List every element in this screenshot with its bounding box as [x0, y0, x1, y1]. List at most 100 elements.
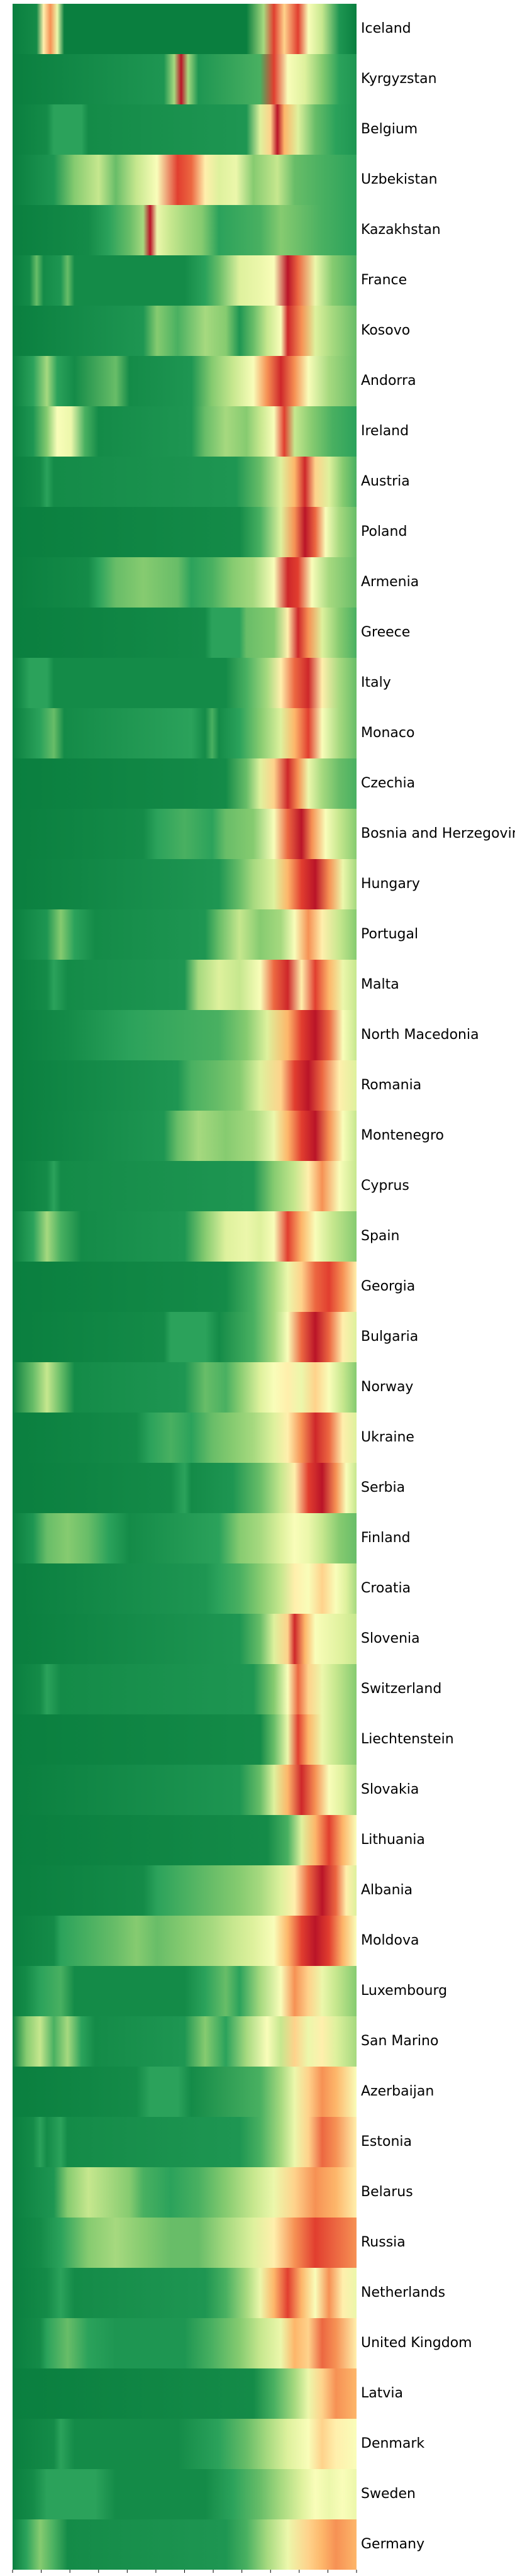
row-label-slovenia: Slovenia: [361, 1631, 420, 1646]
heatmap-row-slovakia: [13, 1765, 357, 1815]
heatmap-row-france: [13, 255, 357, 306]
row-label-switzerland: Switzerland: [361, 1681, 441, 1697]
row-label-russia: Russia: [361, 2235, 406, 2250]
row-label-slovakia: Slovakia: [361, 1782, 419, 1797]
heatmap-rows: [13, 4, 357, 2570]
row-label-kyrgyzstan: Kyrgyzstan: [361, 71, 437, 87]
heatmap-row-kyrgyzstan: [13, 54, 357, 104]
row-label-croatia: Croatia: [361, 1580, 411, 1596]
heatmap-row-poland: [13, 507, 357, 557]
row-label-romania: Romania: [361, 1077, 421, 1093]
heatmap-row-kazakhstan: [13, 205, 357, 255]
row-label-cyprus: Cyprus: [361, 1178, 409, 1194]
row-label-greece: Greece: [361, 625, 410, 640]
row-label-andorra: Andorra: [361, 373, 416, 389]
row-label-united-kingdom: United Kingdom: [361, 2335, 472, 2351]
row-label-hungary: Hungary: [361, 876, 420, 892]
row-label-moldova: Moldova: [361, 1933, 419, 1948]
heatmap-row-belarus: [13, 2167, 357, 2218]
row-label-ireland: Ireland: [361, 423, 409, 439]
heatmap-row-san-marino: [13, 2016, 357, 2067]
row-label-netherlands: Netherlands: [361, 2285, 445, 2301]
heatmap-row-netherlands: [13, 2268, 357, 2318]
row-label-san-marino: San Marino: [361, 2033, 438, 2049]
heatmap-row-belgium: [13, 104, 357, 155]
heatmap-row-denmark: [13, 2419, 357, 2469]
heatmap-row-portugal: [13, 909, 357, 960]
row-label-norway: Norway: [361, 1379, 413, 1395]
heatmap-row-azerbaijan: [13, 2067, 357, 2117]
row-label-north-macedonia: North Macedonia: [361, 1027, 479, 1043]
heatmap-row-ukraine: [13, 1413, 357, 1463]
row-label-sweden: Sweden: [361, 2486, 416, 2502]
row-label-azerbaijan: Azerbaijan: [361, 2084, 434, 2099]
heatmap-row-czechia: [13, 758, 357, 809]
row-label-lithuania: Lithuania: [361, 1832, 425, 1848]
heatmap-row-croatia: [13, 1563, 357, 1614]
heatmap-row-iceland: [13, 4, 357, 54]
heatmap-row-bulgaria: [13, 1312, 357, 1362]
heatmap-row-armenia: [13, 557, 357, 608]
heatmap-row-liechtenstein: [13, 1714, 357, 1765]
heatmap-row-georgia: [13, 1262, 357, 1312]
row-label-albania: Albania: [361, 1882, 413, 1898]
heatmap-row-serbia: [13, 1463, 357, 1513]
heatmap-row-hungary: [13, 859, 357, 909]
row-label-serbia: Serbia: [361, 1480, 405, 1496]
heatmap-row-cyprus: [13, 1161, 357, 1211]
heatmap-row-montenegro: [13, 1111, 357, 1161]
heatmap-row-united-kingdom: [13, 2318, 357, 2368]
heatmap-row-finland: [13, 1513, 357, 1563]
heatmap-row-greece: [13, 608, 357, 658]
heatmap-row-bosnia-and-herzegovina: [13, 809, 357, 859]
row-label-kazakhstan: Kazakhstan: [361, 222, 441, 238]
row-label-iceland: Iceland: [361, 21, 411, 36]
heatmap-row-lithuania: [13, 1815, 357, 1865]
row-label-germany: Germany: [361, 2536, 424, 2552]
row-label-estonia: Estonia: [361, 2134, 412, 2150]
row-label-france: France: [361, 272, 407, 288]
row-label-ukraine: Ukraine: [361, 1430, 414, 1445]
row-label-malta: Malta: [361, 977, 399, 992]
row-label-czechia: Czechia: [361, 775, 415, 791]
heatmap-row-albania: [13, 1865, 357, 1916]
heatmap-row-malta: [13, 960, 357, 1010]
heatmap-row-luxembourg: [13, 1966, 357, 2016]
row-label-poland: Poland: [361, 524, 407, 540]
heatmap-row-sweden: [13, 2469, 357, 2519]
heatmap-row-estonia: [13, 2117, 357, 2167]
row-label-liechtenstein: Liechtenstein: [361, 1731, 454, 1747]
heatmap-row-romania: [13, 1060, 357, 1111]
row-label-georgia: Georgia: [361, 1279, 415, 1294]
row-label-belarus: Belarus: [361, 2184, 413, 2200]
heatmap-row-slovenia: [13, 1614, 357, 1664]
heatmap-row-italy: [13, 658, 357, 708]
row-label-montenegro: Montenegro: [361, 1128, 444, 1143]
heatmap-row-latvia: [13, 2368, 357, 2419]
row-label-luxembourg: Luxembourg: [361, 1983, 447, 1999]
heatmap-row-norway: [13, 1362, 357, 1413]
row-label-spain: Spain: [361, 1228, 399, 1244]
x-axis: 02-2103-1704-1105-0605-3106-2507-2008-14…: [12, 2570, 357, 2573]
heatmap-row-north-macedonia: [13, 1010, 357, 1060]
heatmap-row-uzbekistan: [13, 155, 357, 205]
heatmap-row-germany: [13, 2519, 357, 2570]
heatmap-row-spain: [13, 1211, 357, 1262]
row-labels: Iceland Kyrgyzstan Belgium Uzbekistan Kazakh…: [361, 21, 515, 2552]
row-label-belgium: Belgium: [361, 121, 418, 137]
row-label-denmark: Denmark: [361, 2436, 424, 2451]
row-label-portugal: Portugal: [361, 926, 418, 942]
heatmap-row-ireland: [13, 406, 357, 457]
row-label-latvia: Latvia: [361, 2385, 403, 2401]
row-label-bosnia-and-herzegovina: Bosnia and Herzegovina: [361, 826, 515, 841]
heatmap-row-russia: [13, 2218, 357, 2268]
row-label-monaco: Monaco: [361, 725, 414, 741]
row-label-finland: Finland: [361, 1530, 411, 1546]
heatmap-row-austria: [13, 457, 357, 507]
heatmap-row-kosovo: [13, 306, 357, 356]
row-label-uzbekistan: Uzbekistan: [361, 172, 438, 187]
row-label-austria: Austria: [361, 474, 410, 489]
row-label-italy: Italy: [361, 675, 391, 691]
row-label-bulgaria: Bulgaria: [361, 1329, 418, 1345]
